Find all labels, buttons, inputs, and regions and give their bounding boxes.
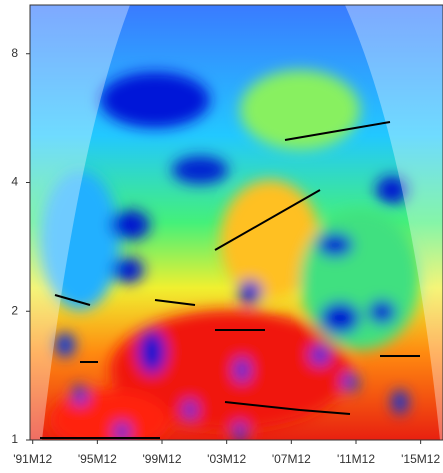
- y-tick-label: 2: [11, 303, 18, 317]
- x-tick-label: '99M12: [143, 452, 182, 466]
- x-tick-label: '07M12: [272, 452, 311, 466]
- y-tick-label: 4: [11, 175, 18, 189]
- heatmap-field: [30, 5, 443, 440]
- x-tick-label: '91M12: [13, 452, 52, 466]
- y-tick-label: 8: [11, 46, 18, 60]
- x-tick-label: '03M12: [207, 452, 246, 466]
- x-tick-label: '95M12: [78, 452, 117, 466]
- x-tick-label: '11M12: [337, 452, 375, 466]
- plot-frame: [29, 4, 443, 441]
- y-tick-label: 1: [11, 432, 18, 446]
- x-tick-label: '15M12: [401, 452, 440, 466]
